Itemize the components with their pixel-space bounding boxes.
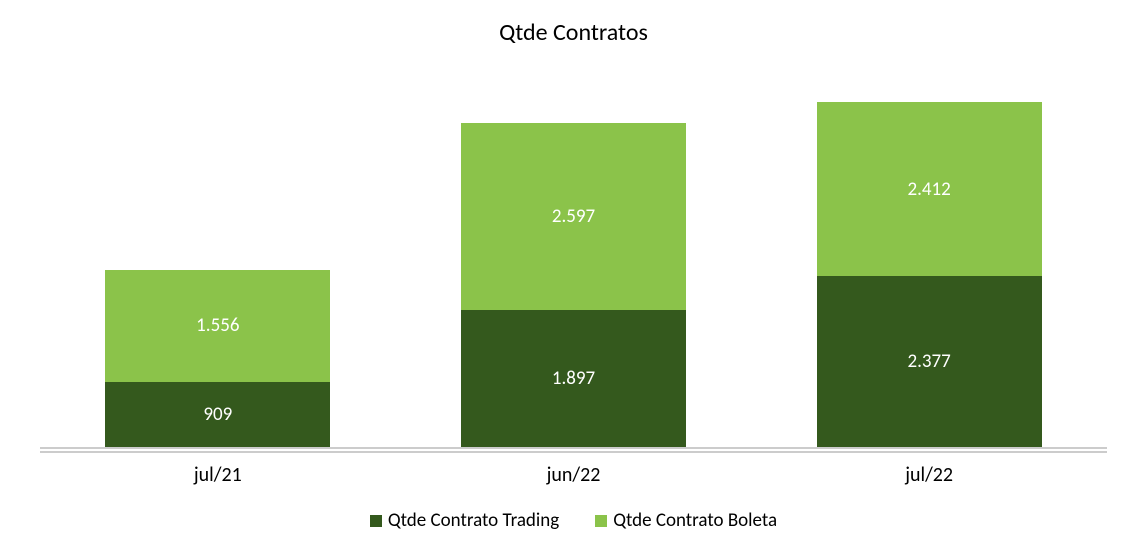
bar-segment-trading-1: 1.897 — [461, 310, 686, 447]
x-tick-1 — [396, 451, 752, 453]
legend-label-boleta: Qtde Contrato Boleta — [613, 509, 777, 532]
x-axis: jul/21 jun/22 jul/22 — [40, 449, 1107, 487]
bar-segment-trading-2: 2.377 — [817, 276, 1042, 447]
x-tick-2 — [751, 451, 1107, 453]
legend-swatch-boleta — [595, 515, 607, 527]
legend: Qtde Contrato Trading Qtde Contrato Bole… — [0, 509, 1147, 532]
legend-item-trading: Qtde Contrato Trading — [370, 509, 559, 532]
x-label-2: jul/22 — [905, 463, 953, 487]
stacked-bar-1: 1.897 2.597 — [461, 123, 686, 447]
x-group-0: jul/21 — [40, 451, 396, 487]
x-group-1: jun/22 — [396, 451, 752, 487]
x-tick-0 — [40, 451, 396, 453]
stacked-bar-0: 909 1.556 — [105, 270, 330, 447]
chart-title: Qtde Contratos — [0, 18, 1147, 47]
bar-segment-boleta-2: 2.412 — [817, 102, 1042, 276]
bar-segment-boleta-0: 1.556 — [105, 270, 330, 382]
plot-area: 909 1.556 1.897 2.597 2.377 2.412 — [40, 57, 1107, 449]
bar-segment-trading-0: 909 — [105, 382, 330, 447]
stacked-bar-2: 2.377 2.412 — [817, 102, 1042, 447]
chart-container: Qtde Contratos 909 1.556 1.897 2.597 2.3… — [0, 0, 1147, 546]
legend-label-trading: Qtde Contrato Trading — [388, 509, 559, 532]
legend-item-boleta: Qtde Contrato Boleta — [595, 509, 777, 532]
bar-group-0: 909 1.556 — [40, 57, 396, 447]
bar-group-2: 2.377 2.412 — [751, 57, 1107, 447]
x-label-0: jul/21 — [194, 463, 242, 487]
legend-swatch-trading — [370, 515, 382, 527]
x-label-1: jun/22 — [547, 463, 601, 487]
bar-segment-boleta-1: 2.597 — [461, 123, 686, 310]
x-group-2: jul/22 — [751, 451, 1107, 487]
bar-group-1: 1.897 2.597 — [396, 57, 752, 447]
